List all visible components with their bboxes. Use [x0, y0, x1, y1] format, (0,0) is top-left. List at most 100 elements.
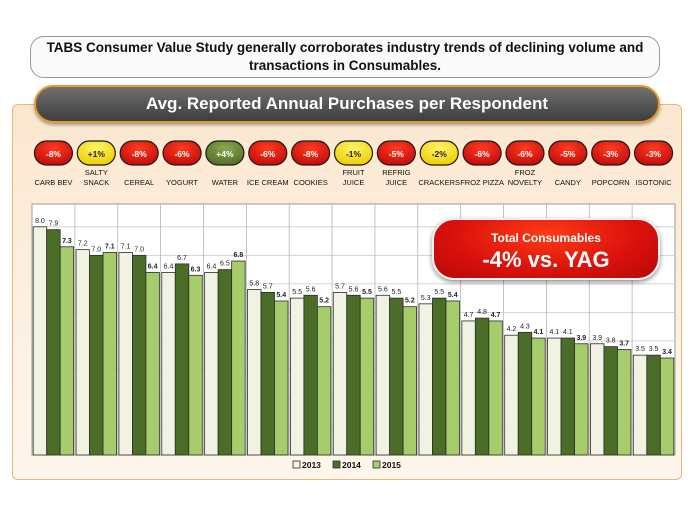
change-badge-label: -8%: [46, 149, 62, 159]
legend-swatch-2014: [332, 460, 341, 469]
data-label-2014: 4.1: [563, 329, 573, 336]
bar-2013: [332, 292, 348, 456]
bar-2015: [445, 300, 460, 456]
bar-2015: [274, 300, 289, 456]
data-label-2013: 6.4: [164, 263, 174, 270]
category-label: CEREAL: [124, 178, 154, 187]
category-label: CRACKERS: [418, 178, 460, 187]
headline-box: TABS Consumer Value Study generally corr…: [30, 36, 660, 78]
bar-2015: [659, 357, 675, 456]
bar-2014: [603, 346, 618, 456]
legend-swatch-2015: [372, 460, 381, 469]
change-badge-label: -8%: [132, 149, 148, 159]
data-label-2014: 6.5: [220, 261, 230, 268]
change-badge-label: -2%: [432, 149, 448, 159]
bar-2013: [289, 297, 305, 456]
data-label-2014: 7.0: [91, 246, 101, 253]
bar-2014: [560, 337, 575, 456]
data-label-2015: 3.7: [619, 340, 629, 347]
data-label-2015: 3.4: [662, 349, 672, 356]
bar-2014: [89, 254, 104, 456]
data-label-2014: 5.6: [349, 286, 359, 293]
data-label-2014: 3.8: [606, 338, 616, 345]
data-label-2014: 5.5: [391, 289, 401, 296]
data-label-2013: 5.7: [335, 283, 345, 290]
category-label-line2: JUICE: [386, 178, 408, 187]
category-label: ISOTONIC: [636, 178, 673, 187]
data-label-2015: 6.8: [234, 252, 244, 259]
data-label-2015: 5.5: [362, 289, 372, 296]
change-badge: [591, 140, 631, 166]
data-label-2013: 8.0: [35, 218, 45, 225]
data-label-2015: 6.4: [148, 263, 158, 270]
category-label: CANDY: [555, 178, 581, 187]
change-badge-label: -5%: [389, 149, 405, 159]
data-label-2014: 3.5: [649, 346, 659, 353]
change-badge: [419, 140, 459, 166]
data-label-2014: 6.7: [177, 255, 187, 262]
bar-2014: [646, 354, 661, 456]
data-label-2015: 7.1: [105, 243, 115, 250]
data-label-2015: 4.1: [534, 329, 544, 336]
headline-text: TABS Consumer Value Study generally corr…: [46, 40, 644, 73]
bar-2013: [504, 334, 519, 456]
bar-2014: [260, 292, 275, 456]
change-badge: [376, 140, 416, 166]
legend-label-2013: 2013: [302, 460, 321, 470]
bar-2013: [547, 337, 562, 456]
data-label-2015: 6.3: [191, 266, 201, 273]
data-label-2014: 7.0: [134, 246, 144, 253]
bar-2013: [247, 289, 262, 456]
bar-2013: [32, 226, 48, 456]
category-label: ICE CREAM: [247, 178, 289, 187]
data-label-2015: 5.4: [448, 292, 458, 299]
bar-2014: [517, 331, 533, 456]
bar-2013: [75, 249, 90, 456]
category-label-line2: NOVELTY: [508, 178, 542, 187]
bar-2015: [231, 260, 246, 456]
bar-2015: [617, 349, 632, 456]
category-label: CARB BEV: [34, 178, 72, 187]
change-badge: [633, 140, 674, 166]
category-label: FROZ PIZZA: [460, 178, 504, 187]
data-label-2015: 5.2: [319, 298, 329, 305]
data-label-2013: 5.3: [421, 295, 431, 302]
category-label: WATER: [212, 178, 239, 187]
change-badge-label: +4%: [216, 149, 234, 159]
change-badge-label: -6%: [174, 149, 190, 159]
data-label-2014: 5.5: [434, 289, 444, 296]
data-label-2013: 5.5: [292, 289, 302, 296]
change-badge-label: +1%: [88, 149, 106, 159]
total-consumables-callout: Total Consumables -4% vs. YAG: [432, 218, 660, 280]
change-badge: [76, 140, 116, 166]
change-badge-label: -5%: [560, 149, 576, 159]
bar-2014: [346, 294, 361, 456]
data-label-2013: 5.6: [378, 286, 388, 293]
category-label-line1: REFRIG: [382, 168, 411, 177]
bar-2015: [145, 272, 160, 456]
legend-label-2015: 2015: [382, 460, 401, 470]
data-label-2014: 7.9: [49, 221, 59, 228]
data-label-2013: 4.1: [549, 329, 559, 336]
data-label-2015: 5.2: [405, 298, 415, 305]
change-badge-label: -6%: [260, 149, 276, 159]
change-badge-label: -8%: [303, 149, 319, 159]
change-badge: [505, 140, 545, 166]
change-badge-label: -6%: [475, 149, 491, 159]
bar-2014: [174, 263, 190, 456]
data-label-2015: 4.7: [491, 312, 501, 319]
change-badge-label: -6%: [517, 149, 533, 159]
legend-label-2014: 2014: [342, 460, 361, 470]
data-label-2013: 4.2: [507, 326, 517, 333]
data-label-2013: 6.4: [207, 263, 217, 270]
category-label-line2: JUICE: [343, 178, 365, 187]
category-label-line2: SNACK: [83, 178, 109, 187]
data-label-2013: 4.7: [464, 312, 474, 319]
bar-2015: [531, 337, 546, 456]
bar-2014: [46, 229, 61, 456]
bar-2013: [632, 354, 648, 456]
subtitle-text: Avg. Reported Annual Purchases per Respo…: [145, 94, 549, 113]
data-label-2013: 3.5: [635, 346, 645, 353]
bar-2014: [474, 317, 490, 456]
data-label-2015: 3.9: [576, 335, 586, 342]
